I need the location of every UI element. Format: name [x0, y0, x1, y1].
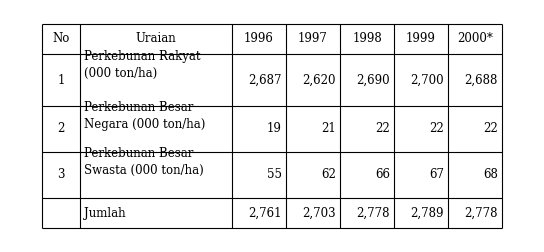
Text: 22: 22 [483, 122, 498, 136]
Text: Perkebunan Rakyat
(000 ton/ha): Perkebunan Rakyat (000 ton/ha) [84, 50, 201, 80]
Text: 2: 2 [57, 122, 65, 136]
Text: 55: 55 [267, 169, 282, 181]
Text: Uraian: Uraian [135, 33, 176, 46]
Text: 2000*: 2000* [457, 33, 493, 46]
Text: Jumlah: Jumlah [84, 206, 126, 219]
Text: 1999: 1999 [406, 33, 436, 46]
Text: 2,778: 2,778 [465, 206, 498, 219]
Text: 2,778: 2,778 [356, 206, 390, 219]
Text: Perkebunan Besar
Swasta (000 ton/ha): Perkebunan Besar Swasta (000 ton/ha) [84, 147, 204, 177]
Text: 1: 1 [57, 74, 65, 86]
Text: 1998: 1998 [352, 33, 382, 46]
Text: 19: 19 [267, 122, 282, 136]
Text: 1997: 1997 [298, 33, 328, 46]
Text: 2,789: 2,789 [411, 206, 444, 219]
Text: 21: 21 [322, 122, 336, 136]
Text: 2,761: 2,761 [249, 206, 282, 219]
Text: 2,700: 2,700 [410, 74, 444, 86]
Text: 2,690: 2,690 [356, 74, 390, 86]
Text: 68: 68 [483, 169, 498, 181]
Text: 2,687: 2,687 [249, 74, 282, 86]
Text: 2,688: 2,688 [465, 74, 498, 86]
Text: No: No [52, 33, 70, 46]
Text: 67: 67 [429, 169, 444, 181]
Text: 66: 66 [375, 169, 390, 181]
Text: 2,703: 2,703 [302, 206, 336, 219]
Text: 2,620: 2,620 [302, 74, 336, 86]
Text: 22: 22 [375, 122, 390, 136]
Text: 3: 3 [57, 169, 65, 181]
Text: 1996: 1996 [244, 33, 274, 46]
Text: 62: 62 [321, 169, 336, 181]
Text: Perkebunan Besar
Negara (000 ton/ha): Perkebunan Besar Negara (000 ton/ha) [84, 101, 206, 131]
Text: 22: 22 [429, 122, 444, 136]
